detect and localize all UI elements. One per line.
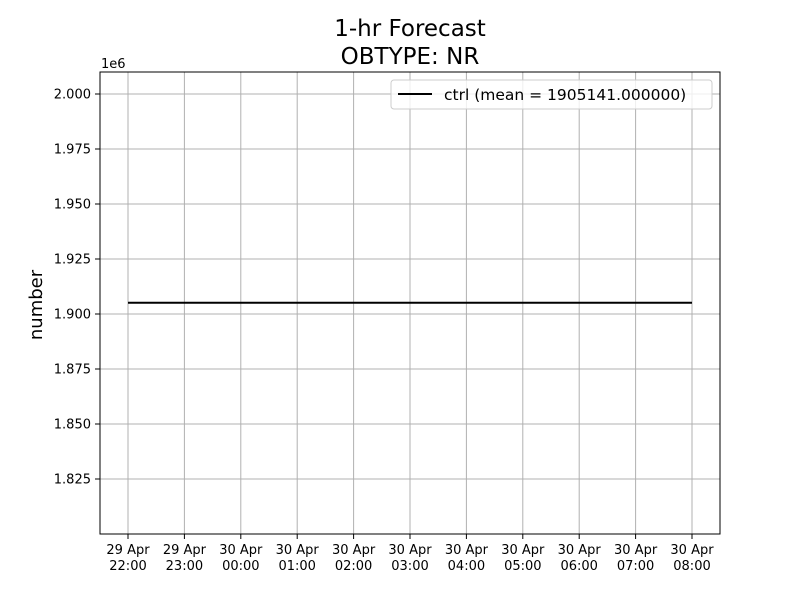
legend-box [390, 79, 713, 110]
y-axis-label: number [26, 269, 47, 340]
x-tick-label: 30 Apr 01:00 [276, 543, 320, 574]
y-tick-label: 1.825 [54, 473, 91, 488]
y-tick-label: 1.875 [54, 363, 91, 378]
x-tick-label: 30 Apr 06:00 [558, 543, 602, 574]
x-tick-label: 29 Apr 22:00 [106, 543, 150, 574]
x-tick-label: 30 Apr 05:00 [501, 543, 545, 574]
x-tick-label: 30 Apr 04:00 [445, 543, 489, 574]
grid [100, 72, 720, 534]
y-tick-label: 1.950 [54, 198, 91, 213]
y-tick-label: 1.850 [54, 418, 91, 433]
chart-title: 1-hr Forecast [334, 16, 486, 42]
x-tick-label: 30 Apr 03:00 [388, 543, 432, 574]
y-axis: 1.825 1.850 1.875 1.900 1.925 1.950 1.975 2.000 [54, 88, 100, 488]
x-tick-label: 30 Apr 07:00 [614, 543, 658, 574]
x-tick-label: 30 Apr 08:00 [670, 543, 714, 574]
y-offset-label: 1e6 [101, 57, 126, 72]
y-tick-label: 1.975 [54, 143, 91, 158]
y-tick-label: 2.000 [54, 88, 91, 103]
legend-entry-ctrl: ctrl (mean = 1905141.000000) [444, 86, 686, 104]
chart-subtitle: OBTYPE: NR [341, 44, 480, 70]
y-tick-label: 1.925 [54, 253, 91, 268]
legend: ctrl (mean = 1905141.000000) [390, 79, 713, 110]
x-tick-label: 30 Apr 00:00 [219, 543, 263, 574]
x-axis: 29 Apr 22:00 29 Apr 23:00 30 Apr 00:00 30 Apr 0… [106, 534, 714, 574]
x-tick-label: 29 Apr 23:00 [163, 543, 207, 574]
y-tick-label: 1.900 [54, 308, 91, 323]
x-tick-label: 30 Apr 02:00 [332, 543, 376, 574]
